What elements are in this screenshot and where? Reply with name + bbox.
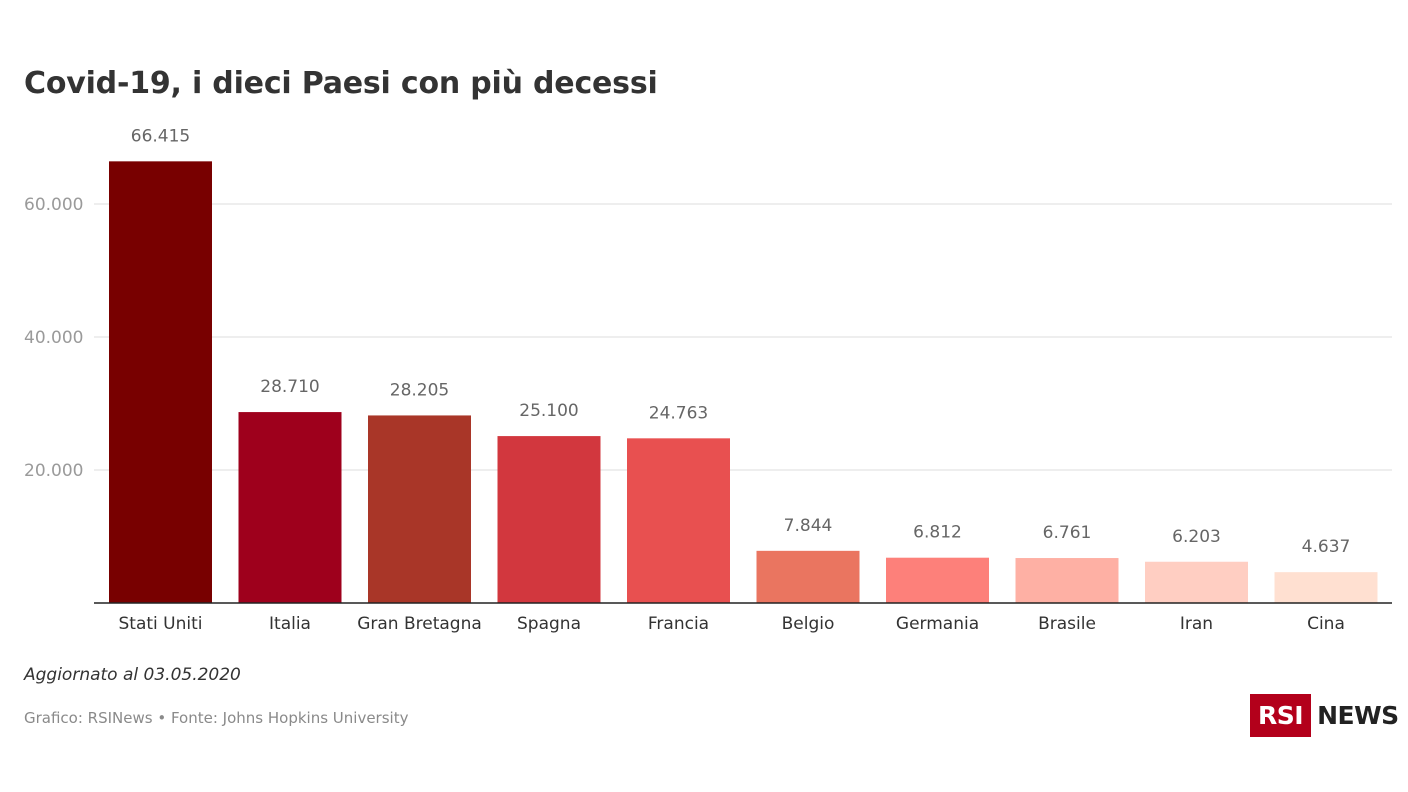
- y-tick-label: 40.000: [24, 328, 83, 348]
- value-labels: 66.415 28.710 28.205 25.100 24.763 7.844 6.812…: [131, 126, 1351, 557]
- y-tick-label: 20.000: [24, 461, 83, 481]
- x-tick-label: Belgio: [782, 614, 835, 634]
- data-label: 66.415: [131, 126, 190, 146]
- logo-rsi-box: RSI: [1250, 694, 1312, 737]
- data-label: 28.710: [260, 377, 319, 397]
- bar: [109, 161, 212, 603]
- data-label: 6.761: [1043, 523, 1092, 543]
- data-label: 6.812: [913, 523, 962, 543]
- source-credit: Grafico: RSINews • Fonte: Johns Hopkins …: [24, 709, 409, 727]
- bar: [1145, 561, 1248, 603]
- bar: [1274, 572, 1378, 603]
- data-label: 28.205: [390, 380, 449, 400]
- logo-news-text: NEWS: [1317, 701, 1399, 730]
- data-label: 24.763: [649, 403, 708, 423]
- x-tick-label: Spagna: [517, 614, 581, 634]
- chart-title: Covid-19, i dieci Paesi con più decessi: [24, 66, 658, 101]
- bar: [886, 557, 989, 603]
- category-labels: Stati Uniti Italia Gran Bretagna Spagna Fran…: [119, 614, 1345, 634]
- bar-chart: 20.000 40.000 60.000 66.415 28.710 28.205 25.…: [24, 126, 1392, 634]
- bar: [756, 550, 860, 603]
- data-label: 25.100: [519, 401, 578, 421]
- bar: [627, 438, 730, 603]
- x-tick-label: Germania: [896, 614, 979, 634]
- updated-note: Aggiornato al 03.05.2020: [24, 665, 241, 685]
- rsi-news-logo: RSI NEWS: [1250, 694, 1399, 737]
- bar: [238, 412, 342, 603]
- x-tick-label: Cina: [1307, 614, 1345, 634]
- x-tick-label: Gran Bretagna: [357, 614, 482, 634]
- bar: [368, 415, 471, 603]
- data-label: 4.637: [1302, 537, 1351, 557]
- x-tick-label: Iran: [1180, 614, 1213, 634]
- y-axis-ticks: 20.000 40.000 60.000: [24, 195, 83, 481]
- bars: [109, 161, 1378, 603]
- data-label: 7.844: [784, 516, 833, 536]
- bar: [497, 436, 601, 603]
- x-tick-label: Stati Uniti: [119, 614, 203, 634]
- x-tick-label: Brasile: [1038, 614, 1096, 634]
- bar: [1015, 558, 1119, 603]
- data-label: 6.203: [1172, 527, 1221, 547]
- x-tick-label: Italia: [269, 614, 311, 634]
- x-tick-label: Francia: [648, 614, 709, 634]
- y-tick-label: 60.000: [24, 195, 83, 215]
